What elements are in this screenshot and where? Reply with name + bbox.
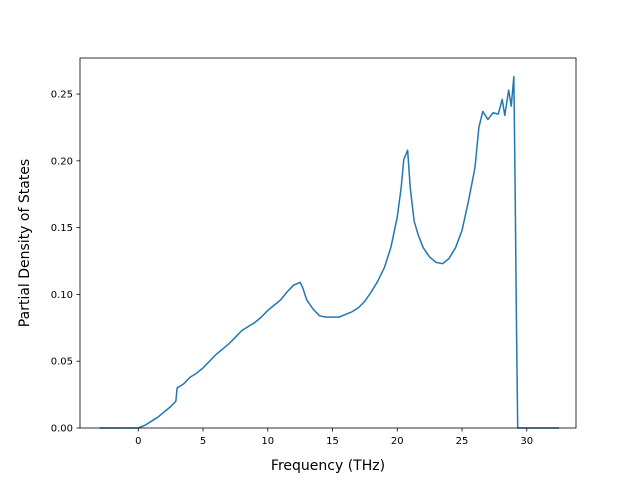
- x-ticks: 0 5 10 15 20 25 30: [135, 428, 533, 447]
- y-axis-label: Partial Density of States: [17, 159, 33, 327]
- x-tick-label: 20: [391, 436, 404, 447]
- x-tick-label: 15: [326, 436, 339, 447]
- x-tick-label: 0: [135, 436, 141, 447]
- axes-frame: [79, 57, 577, 429]
- y-tick-label: 0.25: [51, 90, 73, 101]
- x-tick-label: 5: [200, 436, 206, 447]
- x-tick-label: 10: [261, 436, 274, 447]
- x-axis-label: Frequency (THz): [271, 458, 385, 474]
- x-tick-label: 30: [520, 436, 533, 447]
- y-tick-label: 0.05: [51, 357, 73, 368]
- y-tick-label: 0.15: [51, 223, 73, 234]
- y-tick-label: 0.10: [51, 290, 73, 301]
- x-tick-label: 25: [456, 436, 469, 447]
- series-line: [99, 75, 560, 429]
- y-tick-label: 0.00: [51, 424, 73, 435]
- y-tick-label: 0.20: [51, 156, 73, 167]
- y-ticks: 0.00 0.05 0.10 0.15 0.20 0.25: [51, 90, 80, 435]
